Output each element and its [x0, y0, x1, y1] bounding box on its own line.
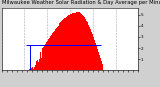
Bar	[81, 14, 82, 70]
Bar	[34, 67, 35, 70]
Bar	[91, 32, 92, 70]
Bar	[97, 49, 98, 70]
Bar	[78, 12, 79, 70]
Bar	[46, 42, 47, 70]
Bar	[58, 25, 59, 70]
Bar	[98, 52, 99, 70]
Bar	[41, 58, 42, 70]
Bar	[71, 14, 72, 70]
Bar	[70, 14, 71, 70]
Bar	[90, 29, 91, 70]
Bar	[92, 34, 93, 70]
Bar	[67, 16, 68, 70]
Bar	[69, 15, 70, 70]
Bar	[77, 12, 78, 70]
Bar	[87, 22, 88, 70]
Bar	[83, 16, 84, 70]
Bar	[74, 13, 75, 70]
Bar	[61, 21, 62, 70]
Bar	[45, 44, 46, 70]
Bar	[76, 12, 77, 70]
Bar	[85, 19, 86, 70]
Bar	[95, 43, 96, 70]
Bar	[86, 21, 87, 70]
Bar	[42, 48, 43, 70]
Bar	[57, 27, 58, 70]
Bar	[39, 59, 40, 70]
Bar	[48, 39, 49, 70]
Bar	[38, 62, 39, 70]
Bar	[56, 28, 57, 70]
Bar	[55, 29, 56, 70]
Bar	[52, 33, 53, 70]
Bar	[96, 46, 97, 70]
Bar	[32, 67, 33, 70]
Bar	[73, 13, 74, 70]
Bar	[53, 32, 54, 70]
Bar	[43, 47, 44, 70]
Bar	[49, 38, 50, 70]
Bar	[31, 68, 32, 70]
Bar	[66, 17, 67, 70]
Bar	[99, 55, 100, 70]
Bar	[62, 20, 63, 70]
Bar	[35, 65, 36, 70]
Bar	[30, 67, 31, 70]
Bar	[72, 13, 73, 70]
Bar	[51, 35, 52, 70]
Bar	[93, 37, 94, 70]
Bar	[36, 59, 37, 70]
Bar	[102, 64, 103, 70]
Bar	[82, 15, 83, 70]
Text: Milwaukee Weather Solar Radiation & Day Average per Minute W/m2 (Today): Milwaukee Weather Solar Radiation & Day …	[2, 0, 160, 5]
Bar	[44, 45, 45, 70]
Bar	[75, 13, 76, 70]
Bar	[89, 27, 90, 70]
Bar	[50, 36, 51, 70]
Bar	[101, 61, 102, 70]
Bar	[65, 18, 66, 70]
Bar	[88, 25, 89, 70]
Bar	[94, 40, 95, 70]
Bar	[37, 60, 38, 70]
Bar	[59, 24, 60, 70]
Bar	[84, 17, 85, 70]
Bar	[100, 58, 101, 70]
Bar	[79, 12, 80, 70]
Bar	[47, 41, 48, 70]
Bar	[29, 69, 30, 70]
Bar	[103, 67, 104, 70]
Bar	[64, 18, 65, 70]
Bar	[33, 69, 34, 70]
Bar	[60, 22, 61, 70]
Bar	[54, 31, 55, 70]
Bar	[40, 52, 41, 70]
Bar	[63, 19, 64, 70]
Bar	[80, 13, 81, 70]
Bar	[68, 15, 69, 70]
